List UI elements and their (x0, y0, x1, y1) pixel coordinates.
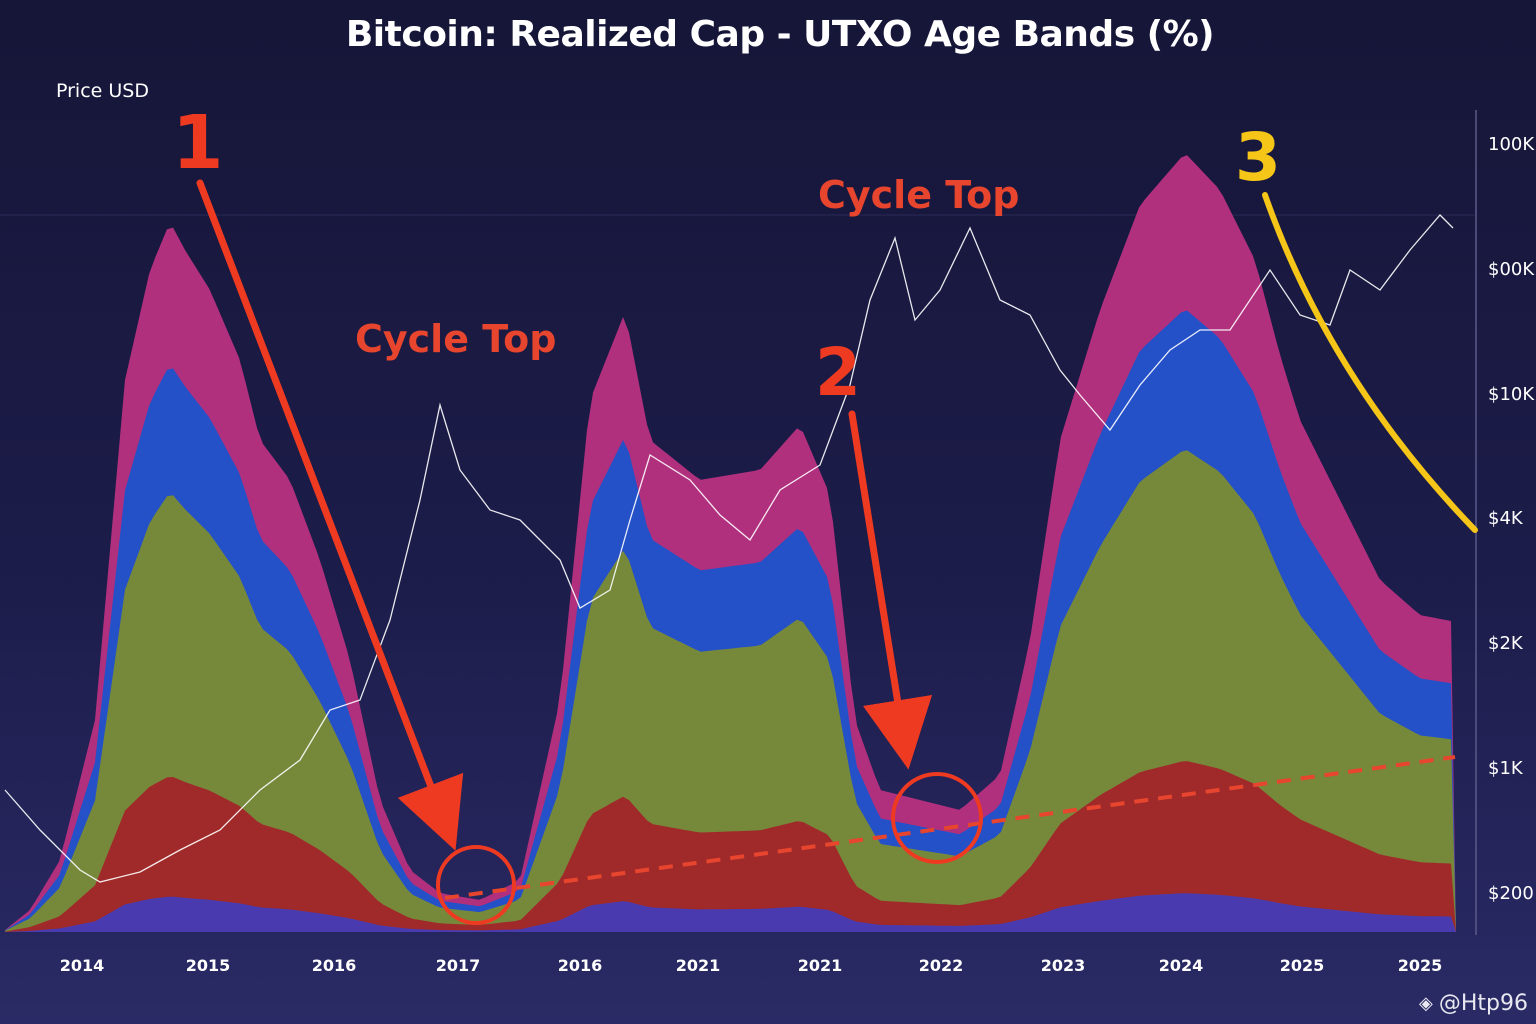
x-tick-label: 2016 (558, 956, 603, 975)
x-tick-label: 2021 (798, 956, 843, 975)
area-band-3 (5, 761, 1456, 932)
bottom-circle-1 (436, 845, 516, 925)
bottom-circle-2 (891, 772, 983, 864)
x-tick-label: 2015 (186, 956, 231, 975)
x-tick-label: 2025 (1280, 956, 1325, 975)
x-tick-label: 2014 (60, 956, 105, 975)
y-axis-label: Price USD (56, 80, 149, 102)
curve-3 (1262, 192, 1478, 533)
y-tick-label: $2K (1488, 633, 1524, 654)
annotation-2: 2 (815, 334, 861, 411)
watermark: ◈ @Htp96 (1419, 991, 1528, 1016)
x-tick-label: 2016 (312, 956, 357, 975)
annotation-3: 3 (1235, 119, 1281, 196)
annotation-1: 1 (172, 100, 224, 186)
y-tick-label: $1K (1488, 758, 1524, 779)
y-tick-label: $00K (1488, 259, 1535, 280)
y-tick-label: $4K (1488, 508, 1524, 529)
y-tick-label: $200 (1488, 883, 1534, 904)
x-tick-label: 2022 (919, 956, 964, 975)
arrow-2 (848, 410, 933, 770)
chart-title: Bitcoin: Realized Cap - UTXO Age Bands (… (345, 14, 1215, 55)
x-tick-label: 2021 (676, 956, 721, 975)
diamond-logo-icon: ◈ (1419, 993, 1433, 1014)
x-tick-label: 2024 (1159, 956, 1204, 975)
y-axis-ticks: 100K $00K $10K $4K $2K $1K $200 (1488, 134, 1535, 904)
watermark-text: @Htp96 (1438, 991, 1528, 1016)
price-line (4, 214, 1454, 883)
y-tick-label: $10K (1488, 384, 1535, 405)
x-tick-label: 2023 (1041, 956, 1086, 975)
area-band-4 (5, 893, 1456, 932)
area-bands (5, 155, 1456, 933)
arrow-1 (196, 179, 464, 851)
x-tick-label: 2017 (436, 956, 481, 975)
x-axis-ticks: 2014 2015 2016 2017 2016 2021 2021 2022 2023 2024… (60, 956, 1443, 975)
trend-line (444, 755, 1456, 900)
cycle-top-label-left: Cycle Top (355, 317, 556, 361)
cycle-top-label-right: Cycle Top (818, 173, 1019, 217)
y-tick-label: 100K (1488, 134, 1535, 155)
x-tick-label: 2025 (1398, 956, 1443, 975)
